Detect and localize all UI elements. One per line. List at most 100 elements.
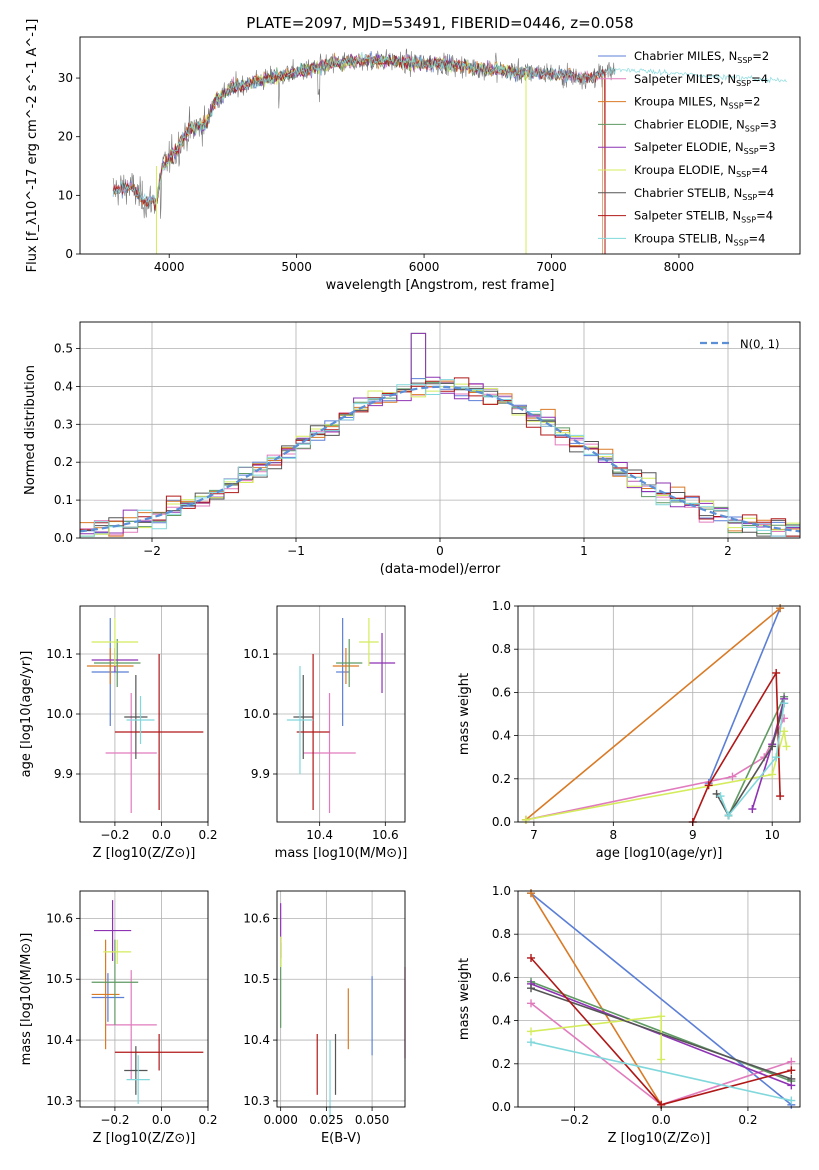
x-tick-label: 0.000 [263,1113,297,1127]
weight-series-chabrier-stelib [527,984,796,1083]
legend-label: Chabrier STELIB, NSSP=4 [634,186,774,202]
panel-age-vs-Z: −0.2 0.0 0.2 9.9 10.0 10.1 Z [log10(Z/Z⊙)] age … [19,605,218,861]
x-tick-label: 8 [610,828,618,842]
errorbar-kroupa-elodie [103,939,132,965]
y-tick-label: 10.5 [243,972,270,986]
x-axis-label: (data-model)/error [380,562,501,577]
y-tick-label: 0 [65,247,73,261]
y-tick-label: 10.4 [46,1033,73,1047]
x-axis-label: E(B-V) [321,1131,361,1146]
y-tick-label: 9.9 [54,767,73,781]
x-tick-label: 7000 [536,260,567,274]
x-tick-label: 0.0 [152,828,171,842]
x-tick-label: 0.2 [198,828,217,842]
weight-series-kroupa-elodie [527,1012,666,1064]
errorbar-kroupa-elodie [359,618,379,666]
legend-label: Salpeter STELIB, NSSP=4 [634,209,773,225]
weight-line [692,670,781,823]
errorbar-kroupa-stelib [286,666,314,774]
y-tick-label: 10.3 [243,1094,270,1108]
y-tick-label: 10.0 [243,707,270,721]
x-axis-label: Z [log10(Z/Z⊙)] [93,1131,196,1146]
axes-frame [79,605,209,823]
panel-spectrum: 4000 5000 6000 7000 8000 0 10 20 30 wavelength [A… [25,19,801,293]
x-tick-label: 8000 [664,260,695,274]
errorbar-kroupa-miles [86,648,134,684]
y-tick-label: 0.0 [54,531,73,545]
axes-frame [276,605,406,823]
x-tick-label: 5000 [281,260,312,274]
x-axis-label: wavelength [Angstrom, rest frame] [326,278,555,293]
histogram-kroupa-stelib [79,379,800,537]
x-axis-label: age [log10(age/yr)] [596,846,723,861]
x-tick-label: 0.050 [355,1113,389,1127]
x-tick-label: 2 [724,544,732,558]
axes-frame [517,890,801,1108]
plot-area-age-vs-Z [86,618,204,813]
y-tick-label: 30 [58,71,73,85]
y-tick-label: 10.3 [46,1094,73,1108]
y-tick-label: 20 [58,130,73,144]
x-tick-label: −1 [287,544,305,558]
panel-mass-vs-EBV: 0.000 0.025 0.050 10.3 10.4 10.5 10.6 E(B-V) [243,890,406,1146]
errorbar-chabrier-stelib [124,675,148,759]
plot-area-weight-vs-age [521,604,791,826]
y-tick-label: 10.5 [46,972,73,986]
x-tick-label: −0.2 [560,1113,589,1127]
y-tick-label: 0.0 [492,1100,511,1114]
y-tick-label: 10.6 [243,911,270,925]
panel-residuals: −2 −1 0 1 2 0.0 0.1 0.2 0.3 0.4 0.5 (data-model)/er… [23,321,801,577]
axes-frame [79,36,801,255]
y-tick-label: 10 [58,188,73,202]
x-tick-label: 0.2 [738,1113,757,1127]
errorbar-salpeter-elodie [93,900,132,961]
plot-area-spectrum [112,48,788,255]
figure-title: PLATE=2097, MJD=53491, FIBERID=0446, z=0… [246,14,633,32]
y-tick-label: 0.1 [54,493,73,507]
y-tick-label: 10.1 [46,647,73,661]
x-tick-label: 0.0 [652,1113,671,1127]
errorbar-chabrier-miles [336,618,350,726]
y-tick-label: 10.1 [243,647,270,661]
spectrum-legend: Chabrier MILES, NSSP=2 Salpeter MILES, NS… [598,49,777,247]
y-axis-label: mass [log10(M/M⊙)] [19,933,34,1066]
x-tick-label: 10.6 [372,828,399,842]
errorbar-kroupa-elodie [91,618,139,666]
errorbar-salpeter-stelib [114,654,204,810]
model-spectrum-kroupa-stelib [112,52,788,207]
errorbar-chabrier-elodie [91,939,139,1025]
panel-age-vs-mass: 10.4 10.6 9.9 10.0 10.1 mass [log10(M/M⊙)] [243,605,408,861]
y-tick-label: 0.6 [492,685,511,699]
errorbar-chabrier-miles [91,973,125,1022]
y-tick-label: 0.2 [492,772,511,786]
y-tick-label: 0.2 [54,455,73,469]
axes-frame [79,890,209,1108]
errorbar-salpeter-miles [105,693,157,813]
errorbar-salpeter-stelib [114,1033,204,1071]
x-tick-label: 10.4 [306,828,333,842]
y-tick-label: 0.8 [492,927,511,941]
y-tick-label: 9.9 [251,767,270,781]
errorbar-chabrier-stelib [293,675,314,759]
errorbar-salpeter-miles [105,970,157,1080]
panel-mass-vs-Z: −0.2 0.0 0.2 10.3 10.4 10.5 10.6 Z [log10(Z/Z⊙)… [19,890,218,1146]
errorbar-salpeter-elodie [368,633,396,693]
y-tick-label: 10.4 [243,1033,270,1047]
y-axis-label: age [log10(age/yr)] [19,651,34,778]
x-axis-label: mass [log10(M/M⊙)] [275,846,408,861]
errorbar-chabrier-stelib [124,1046,148,1095]
x-tick-label: 1 [580,544,588,558]
weight-line [530,987,792,1080]
axes-frame [276,890,406,1108]
weight-line [530,892,792,1106]
normal-legend-label: N(0, 1) [740,337,780,351]
errorbar-chabrier-elodie [336,639,363,687]
x-tick-label: 0 [436,544,444,558]
errorbar-chabrier-elodie [93,639,141,687]
y-tick-label: 0.5 [54,342,73,356]
errorbar-kroupa-miles [332,648,360,684]
normal-pdf-curve [79,385,801,533]
x-tick-label: 7 [530,828,538,842]
plot-area-weight-vs-Z [527,889,796,1109]
plot-area-mass-vs-Z [91,900,204,1104]
